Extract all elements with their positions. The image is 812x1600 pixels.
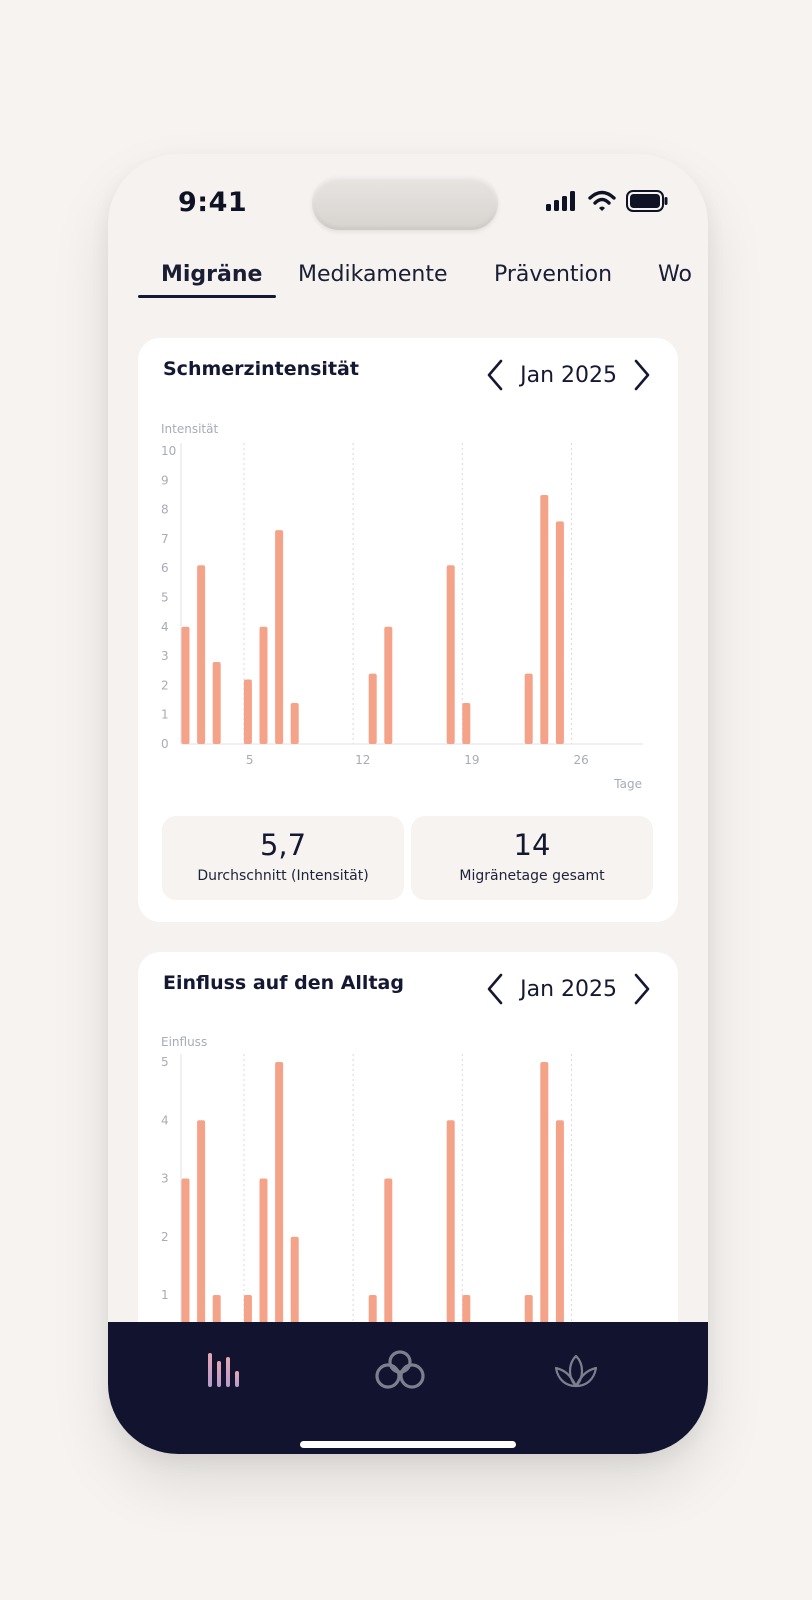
active-tab-underline bbox=[138, 295, 276, 298]
pain-intensity-card: Schmerzintensität Jan 2025 Intensität Ta… bbox=[138, 338, 678, 922]
x-tick-label: 26 bbox=[574, 753, 589, 767]
y-tick-label: 9 bbox=[161, 473, 169, 487]
bottom-tab-bar bbox=[108, 1322, 708, 1454]
bar-day-2[interactable] bbox=[197, 1120, 206, 1372]
battery-icon bbox=[626, 190, 668, 212]
impact-month-label: Jan 2025 bbox=[520, 976, 617, 1002]
pain-month-nav: Jan 2025 bbox=[484, 358, 653, 392]
bar-day-2[interactable] bbox=[197, 565, 206, 744]
y-tick-label: 2 bbox=[161, 678, 169, 692]
average-label: Durchschnitt (Intensität) bbox=[197, 868, 369, 884]
x-tick-label: 5 bbox=[246, 753, 254, 767]
y-axis-title: Einfluss bbox=[161, 1035, 207, 1049]
chevron-left-icon[interactable] bbox=[484, 358, 506, 392]
total-value: 14 bbox=[513, 828, 551, 862]
y-tick-label: 8 bbox=[161, 503, 169, 517]
chevron-right-icon[interactable] bbox=[631, 358, 653, 392]
tab-medikamente[interactable]: Medikamente bbox=[298, 262, 448, 287]
x-tick-label: 12 bbox=[355, 753, 370, 767]
dynamic-island bbox=[312, 176, 498, 230]
y-tick-label: 1 bbox=[161, 708, 169, 722]
average-stat-box: 5,7 Durchschnitt (Intensität) bbox=[162, 816, 404, 900]
daily-impact-chart: Einfluss 1 2 3 4 5 bbox=[161, 1035, 572, 1372]
bar-day-5[interactable] bbox=[243, 679, 252, 744]
bar-day-3[interactable] bbox=[212, 661, 221, 744]
phone-frame: 9:41 Migräne Medikamente Prävention Wo S… bbox=[108, 154, 708, 1454]
y-tick-label: 0 bbox=[161, 737, 169, 751]
total-stat-box: 14 Migränetage gesamt bbox=[411, 816, 653, 900]
impact-month-nav: Jan 2025 bbox=[484, 972, 653, 1006]
bar-day-18[interactable] bbox=[446, 565, 455, 744]
signal-icon bbox=[546, 191, 575, 211]
bar-day-7[interactable] bbox=[275, 1062, 284, 1372]
status-icons bbox=[546, 190, 668, 212]
y-tick-label: 4 bbox=[161, 620, 169, 634]
tab-wo[interactable]: Wo bbox=[658, 262, 692, 287]
bar-day-8[interactable] bbox=[290, 702, 299, 744]
y-tick-label: 3 bbox=[161, 649, 169, 663]
tab-praevention[interactable]: Prävention bbox=[494, 262, 613, 287]
y-tick-label: 10 bbox=[161, 444, 176, 458]
bar-day-6[interactable] bbox=[259, 626, 268, 744]
y-tick-label: 6 bbox=[161, 561, 169, 575]
wifi-icon bbox=[588, 190, 616, 211]
y-tick-label: 7 bbox=[161, 532, 169, 546]
bar-day-7[interactable] bbox=[275, 530, 284, 744]
bar-day-1[interactable] bbox=[181, 626, 190, 744]
impact-card-title: Einfluss auf den Alltag bbox=[163, 972, 404, 994]
x-axis-title: Tage bbox=[613, 777, 642, 791]
pain-month-label: Jan 2025 bbox=[520, 362, 617, 388]
y-tick-label: 4 bbox=[161, 1113, 169, 1127]
y-tick-label: 1 bbox=[161, 1288, 169, 1302]
status-time: 9:41 bbox=[178, 187, 248, 218]
flower-cluster-icon[interactable] bbox=[374, 1350, 426, 1390]
bar-chart-icon[interactable] bbox=[206, 1352, 242, 1388]
bar-day-19[interactable] bbox=[462, 702, 471, 744]
bar-day-13[interactable] bbox=[368, 673, 377, 744]
bar-day-25[interactable] bbox=[555, 521, 564, 744]
y-tick-label: 2 bbox=[161, 1230, 169, 1244]
bar-day-23[interactable] bbox=[524, 673, 533, 744]
chevron-left-icon[interactable] bbox=[484, 972, 506, 1006]
bar-day-24[interactable] bbox=[540, 494, 549, 744]
tab-migraene[interactable]: Migräne bbox=[161, 262, 263, 287]
bar-day-25[interactable] bbox=[555, 1120, 564, 1372]
pain-card-title: Schmerzintensität bbox=[163, 358, 359, 380]
y-tick-label: 3 bbox=[161, 1172, 169, 1186]
y-tick-label: 5 bbox=[161, 591, 169, 605]
home-indicator bbox=[300, 1441, 516, 1448]
top-tabs: Migräne Medikamente Prävention Wo bbox=[108, 244, 708, 304]
daily-impact-card: Einfluss auf den Alltag Jan 2025 Einflus… bbox=[138, 952, 678, 1372]
x-tick-label: 19 bbox=[464, 753, 479, 767]
bar-day-14[interactable] bbox=[384, 626, 393, 744]
average-value: 5,7 bbox=[259, 828, 307, 862]
total-label: Migränetage gesamt bbox=[459, 868, 605, 884]
chevron-right-icon[interactable] bbox=[631, 972, 653, 1006]
bar-day-24[interactable] bbox=[540, 1062, 549, 1372]
lotus-icon[interactable] bbox=[554, 1352, 598, 1390]
y-axis-title: Intensität bbox=[161, 422, 218, 436]
y-tick-label: 5 bbox=[161, 1055, 169, 1069]
bar-day-18[interactable] bbox=[446, 1120, 455, 1372]
